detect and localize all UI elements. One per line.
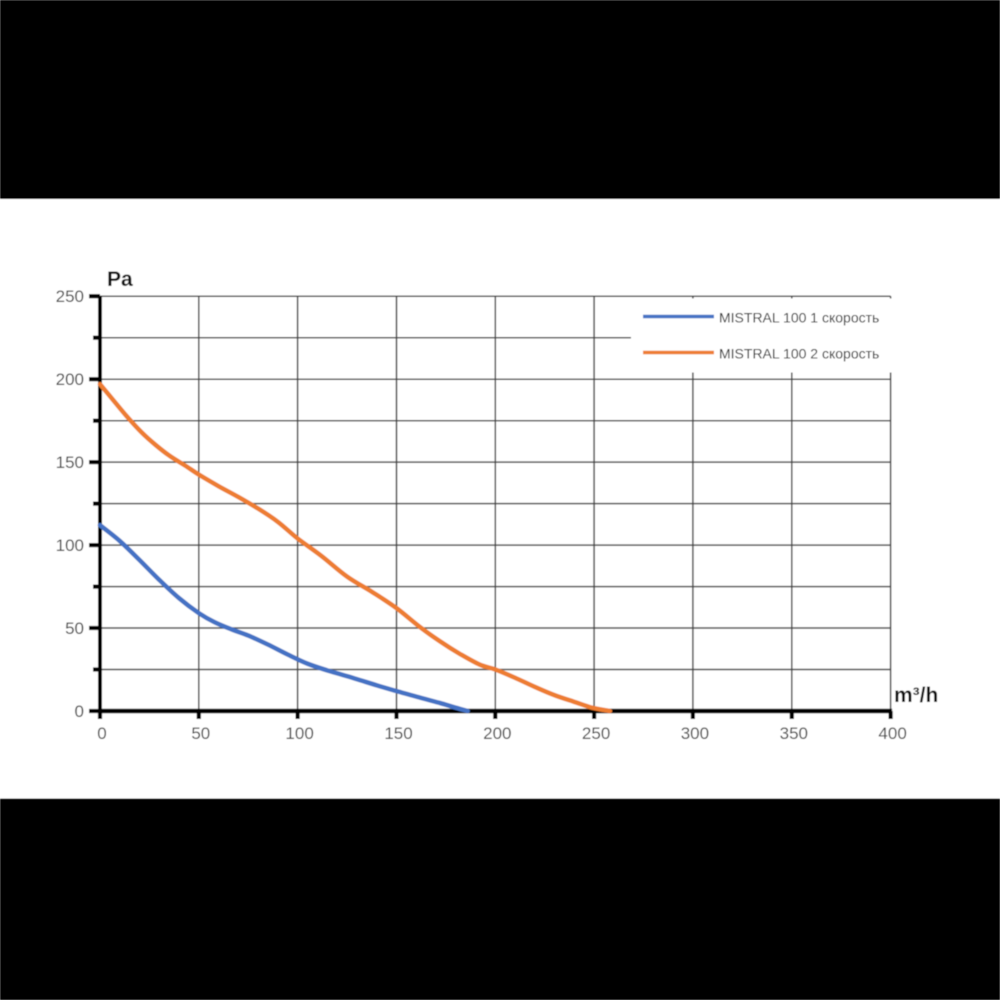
svg-text:250: 250: [582, 724, 610, 743]
svg-text:0: 0: [75, 702, 84, 721]
svg-text:50: 50: [65, 619, 84, 638]
svg-text:50: 50: [191, 724, 210, 743]
svg-text:400: 400: [878, 724, 906, 743]
svg-text:150: 150: [384, 724, 412, 743]
svg-text:0: 0: [97, 724, 106, 743]
svg-text:350: 350: [780, 724, 808, 743]
svg-text:250: 250: [56, 287, 84, 306]
svg-text:100: 100: [285, 724, 313, 743]
svg-text:100: 100: [56, 536, 84, 555]
svg-text:300: 300: [681, 724, 709, 743]
svg-text:Pa: Pa: [107, 268, 133, 291]
svg-text:150: 150: [56, 453, 84, 472]
svg-text:MISTRAL 100 1 скорость: MISTRAL 100 1 скорость: [719, 310, 879, 326]
svg-text:200: 200: [56, 370, 84, 389]
svg-text:MISTRAL 100 2 скорость: MISTRAL 100 2 скорость: [719, 346, 879, 362]
svg-text:m³/h: m³/h: [894, 684, 938, 707]
svg-text:200: 200: [483, 724, 511, 743]
